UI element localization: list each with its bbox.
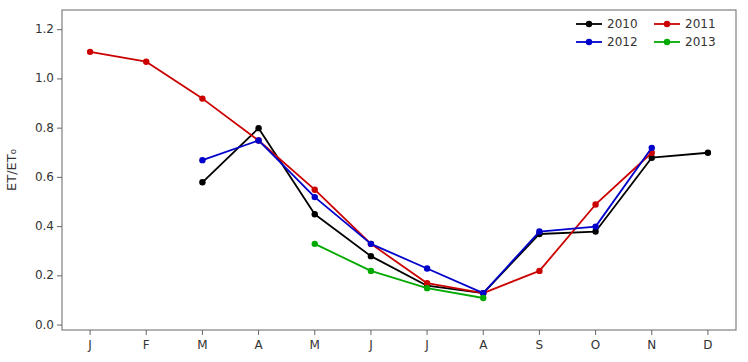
y-tick	[57, 177, 62, 178]
x-tick	[595, 330, 596, 335]
y-tick	[57, 78, 62, 79]
legend-item: 2012	[576, 35, 638, 49]
legend-item: 2010	[576, 17, 638, 31]
point	[368, 268, 374, 274]
y-tick	[57, 128, 62, 129]
y-tick	[57, 325, 62, 326]
series	[199, 137, 655, 296]
series-line	[202, 128, 708, 293]
legend-item: 2013	[654, 35, 716, 49]
point	[255, 125, 261, 131]
x-tick	[258, 330, 259, 335]
point	[424, 285, 430, 291]
point	[592, 223, 598, 229]
plot-frame	[62, 10, 736, 330]
x-tick-label: O	[591, 338, 600, 352]
legend-marker	[586, 39, 592, 45]
point	[255, 137, 261, 143]
y-tick-label: 0.0	[35, 318, 54, 332]
series	[199, 125, 711, 296]
chart-svg: 0.0 0.2 0.4 0.6 0.8 1.0 1.2 J F M A M J J A S O N D ET/ET₀ 2…	[0, 0, 748, 362]
series-line	[90, 52, 652, 293]
point	[312, 241, 318, 247]
x-axis: JFMAMJJASOND	[87, 330, 712, 352]
y-axis-label: ET/ET₀	[4, 149, 19, 191]
point	[199, 157, 205, 163]
y-tick	[57, 275, 62, 276]
point	[199, 95, 205, 101]
point	[536, 268, 542, 274]
y-tick-label: 0.4	[35, 219, 54, 233]
x-tick-label: M	[197, 338, 207, 352]
point	[312, 211, 318, 217]
y-tick-label: 0.8	[35, 121, 54, 135]
point	[536, 228, 542, 234]
x-tick-label: A	[254, 338, 263, 352]
y-tick-label: 0.6	[35, 170, 54, 184]
legend-marker	[664, 21, 670, 27]
point	[199, 179, 205, 185]
x-tick	[539, 330, 540, 335]
point	[312, 194, 318, 200]
x-tick-label: A	[479, 338, 488, 352]
point	[424, 265, 430, 271]
x-tick-label: J	[424, 338, 429, 352]
x-tick-label: F	[143, 338, 150, 352]
x-tick	[707, 330, 708, 335]
x-tick	[483, 330, 484, 335]
legend-label: 2012	[607, 35, 638, 49]
x-tick-label: J	[87, 338, 92, 352]
x-tick	[370, 330, 371, 335]
x-tick-label: N	[647, 338, 656, 352]
point	[649, 145, 655, 151]
legend: 2010 2011 2012 2013	[576, 17, 716, 49]
point	[255, 137, 261, 143]
y-tick-label: 0.2	[35, 268, 54, 282]
x-tick-label: S	[536, 338, 544, 352]
x-tick	[90, 330, 91, 335]
legend-label: 2013	[685, 35, 716, 49]
x-tick	[314, 330, 315, 335]
point	[368, 241, 374, 247]
x-tick	[146, 330, 147, 335]
series-line	[202, 140, 651, 293]
x-tick-label: D	[703, 338, 712, 352]
series	[87, 49, 655, 297]
y-axis: 0.0 0.2 0.4 0.6 0.8 1.0 1.2	[35, 22, 62, 331]
legend-marker	[664, 39, 670, 45]
legend-label: 2011	[685, 17, 716, 31]
y-tick	[57, 226, 62, 227]
legend-marker	[586, 21, 592, 27]
point	[143, 58, 149, 64]
x-tick	[651, 330, 652, 335]
y-tick-label: 1.2	[35, 22, 54, 36]
x-tick	[427, 330, 428, 335]
series-line	[315, 244, 484, 298]
series	[312, 241, 487, 302]
plot-area	[87, 49, 711, 302]
point	[87, 49, 93, 55]
point	[705, 150, 711, 156]
x-tick-label: J	[368, 338, 373, 352]
legend-label: 2010	[607, 17, 638, 31]
point	[592, 201, 598, 207]
x-tick	[202, 330, 203, 335]
x-tick-label: M	[310, 338, 320, 352]
legend-item: 2011	[654, 17, 716, 31]
point	[480, 295, 486, 301]
chart-container: 0.0 0.2 0.4 0.6 0.8 1.0 1.2 J F M A M J J A S O N D ET/ET₀ 2…	[0, 0, 748, 362]
y-tick-label: 1.0	[35, 71, 54, 85]
point	[312, 186, 318, 192]
point	[368, 241, 374, 247]
y-tick	[57, 29, 62, 30]
point	[368, 253, 374, 259]
